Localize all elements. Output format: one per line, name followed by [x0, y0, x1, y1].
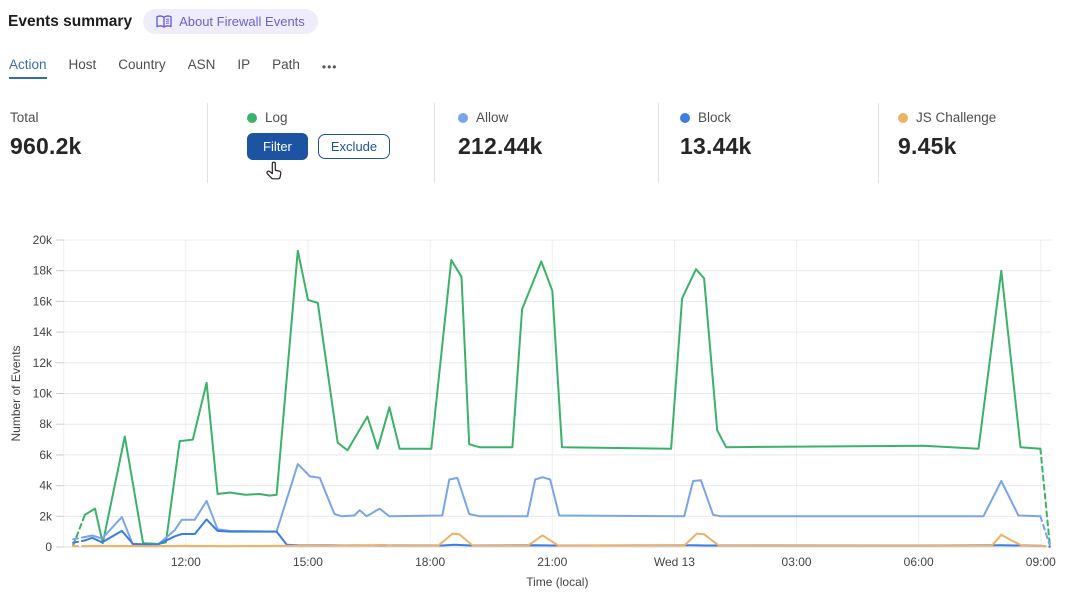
- svg-text:0: 0: [45, 540, 52, 554]
- svg-text:06:00: 06:00: [904, 555, 934, 569]
- svg-text:18:00: 18:00: [415, 555, 445, 569]
- svg-text:09:00: 09:00: [1026, 555, 1056, 569]
- svg-text:03:00: 03:00: [782, 555, 812, 569]
- stat-block-value: 13.44k: [680, 133, 752, 159]
- tab-action[interactable]: Action: [9, 57, 47, 79]
- tab-ip[interactable]: IP: [237, 57, 251, 72]
- stats-strip: Total 960.2k Log Filter Exclude Allow 21…: [0, 103, 1068, 183]
- stat-allow: Allow 212.44k: [434, 103, 658, 183]
- svg-text:2k: 2k: [39, 509, 53, 523]
- exclude-button[interactable]: Exclude: [317, 134, 391, 159]
- svg-text:8k: 8k: [39, 417, 53, 431]
- js-challenge-series-dot: [898, 112, 908, 123]
- filter-button[interactable]: Filter: [247, 133, 308, 160]
- svg-text:6k: 6k: [39, 448, 53, 462]
- block-series-dot: [680, 112, 690, 123]
- stat-js-challenge-value: 9.45k: [898, 133, 957, 159]
- tab-host[interactable]: Host: [68, 57, 97, 72]
- allow-series-dot: [458, 112, 468, 123]
- tab-path[interactable]: Path: [272, 57, 300, 72]
- svg-text:12k: 12k: [33, 356, 53, 370]
- svg-text:21:00: 21:00: [537, 555, 567, 569]
- svg-text:Wed 13: Wed 13: [654, 555, 695, 569]
- more-tabs-ellipsis-icon[interactable]: •••: [321, 60, 338, 74]
- svg-text:12:00: 12:00: [171, 555, 201, 569]
- stat-log-label: Log: [265, 110, 288, 125]
- about-pill-label: About Firewall Events: [179, 14, 305, 29]
- stat-js-challenge-label: JS Challenge: [916, 110, 997, 125]
- events-over-time-chart[interactable]: 0 2k 4k 6k 8k 10k 12k 14k 16k 18k 20k 12:00 15:00 18:…: [0, 223, 1068, 598]
- stat-total-label: Total: [10, 110, 39, 125]
- header: Events summary About Firewall Events: [8, 9, 318, 34]
- stat-allow-value: 212.44k: [458, 133, 543, 159]
- svg-text:10k: 10k: [33, 387, 53, 401]
- page-title: Events summary: [8, 12, 133, 30]
- svg-text:Number of Events: Number of Events: [9, 345, 23, 441]
- stat-allow-label: Allow: [476, 110, 509, 125]
- stat-js-challenge: JS Challenge 9.45k: [878, 103, 1068, 183]
- dimension-tabs: Action Host Country ASN IP Path •••: [9, 57, 338, 79]
- svg-text:14k: 14k: [33, 325, 53, 339]
- stat-block: Block 13.44k: [658, 103, 878, 183]
- svg-text:Time (local): Time (local): [526, 575, 588, 589]
- svg-text:15:00: 15:00: [293, 555, 323, 569]
- log-series-dot: [247, 112, 257, 123]
- book-icon: [156, 14, 172, 29]
- stat-total: Total 960.2k: [0, 103, 207, 183]
- stat-total-value: 960.2k: [10, 133, 82, 159]
- svg-text:4k: 4k: [39, 479, 53, 493]
- svg-text:16k: 16k: [33, 294, 53, 308]
- svg-text:18k: 18k: [33, 264, 53, 278]
- stat-block-label: Block: [698, 110, 732, 125]
- about-firewall-events-link[interactable]: About Firewall Events: [143, 9, 318, 34]
- svg-text:20k: 20k: [33, 233, 53, 247]
- tab-asn[interactable]: ASN: [187, 57, 216, 72]
- stat-log: Log Filter Exclude: [207, 103, 434, 183]
- tab-country[interactable]: Country: [118, 57, 166, 72]
